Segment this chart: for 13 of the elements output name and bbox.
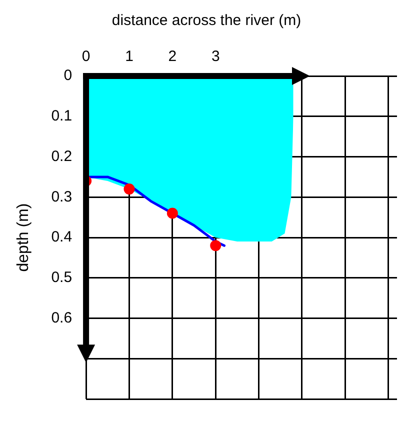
x-tick-label: 0 — [82, 48, 90, 66]
y-tick-label: 0.2 — [51, 148, 72, 165]
x-tick-label: 1 — [125, 48, 134, 66]
x-tick-label: 2 — [168, 48, 177, 66]
y-tick-label: 0.1 — [51, 108, 72, 125]
y-tick-label: 0 — [64, 67, 72, 84]
y-tick-label: 0.6 — [51, 309, 72, 326]
chart-title: distance across the river (m) — [112, 12, 302, 30]
y-tick-label: 0.3 — [51, 188, 72, 206]
x-tick-label: 3 — [211, 48, 220, 66]
y-tick-label: 0.5 — [51, 269, 72, 286]
y-tick-label: 0.4 — [51, 228, 72, 246]
y-axis-title: depth (m) — [15, 203, 32, 272]
